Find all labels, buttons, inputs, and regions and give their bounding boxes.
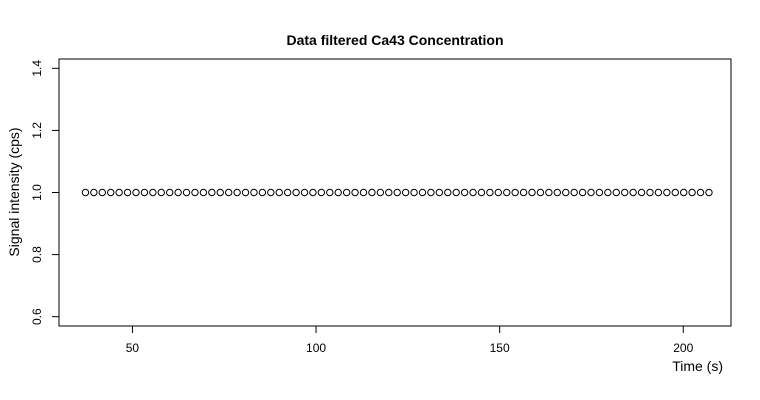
- data-point: [300, 188, 309, 197]
- y-tick-label: 1.4: [30, 60, 44, 77]
- data-point: [317, 188, 326, 197]
- x-axis: 50 100 150 200: [126, 325, 694, 355]
- data-point: [283, 188, 292, 197]
- x-tick-label: 50: [126, 341, 140, 355]
- data-point: [427, 188, 435, 197]
- data-point: [267, 188, 275, 197]
- data-point: [553, 188, 561, 197]
- data-point: [199, 188, 208, 197]
- data-point: [570, 188, 578, 197]
- data-point: [174, 188, 182, 197]
- data-point: [545, 188, 553, 197]
- data-point: [157, 188, 165, 197]
- y-tick-label: 0.8: [30, 246, 44, 263]
- data-point: [536, 188, 545, 197]
- data-point: [646, 188, 654, 197]
- data-point: [241, 188, 250, 197]
- data-point: [216, 188, 224, 197]
- data-point: [224, 188, 233, 197]
- data-point: [115, 188, 123, 197]
- data-point: [351, 188, 359, 197]
- data-point: [469, 188, 477, 197]
- y-tick-label: 1.2: [30, 122, 44, 139]
- data-point: [621, 188, 629, 197]
- data-point: [258, 188, 267, 197]
- data-point: [503, 188, 511, 197]
- data-point: [460, 188, 469, 197]
- data-point: [401, 188, 410, 197]
- data-point: [452, 188, 460, 197]
- data-point: [528, 188, 536, 197]
- data-point: [519, 188, 528, 197]
- data-point: [587, 188, 595, 197]
- data-point: [494, 188, 503, 197]
- data-point: [511, 188, 519, 197]
- y-axis: 0.6 0.8 1.0 1.2 1.4: [30, 60, 60, 325]
- x-tick-label: 200: [673, 341, 693, 355]
- data-point: [90, 188, 98, 197]
- data-point: [98, 188, 106, 197]
- x-tick-label: 150: [490, 341, 510, 355]
- data-point: [595, 188, 604, 197]
- data-point: [688, 188, 696, 197]
- data-point: [208, 188, 216, 197]
- x-tick-label: 100: [306, 341, 326, 355]
- data-point: [435, 188, 444, 197]
- data-point: [671, 188, 679, 197]
- data-point: [477, 188, 486, 197]
- data-point: [444, 188, 452, 197]
- data-point: [368, 188, 376, 197]
- data-point: [654, 188, 663, 197]
- y-tick-label: 1.0: [30, 184, 44, 201]
- data-point: [663, 188, 671, 197]
- data-point: [385, 188, 393, 197]
- data-point: [578, 188, 587, 197]
- data-point: [486, 188, 494, 197]
- data-point: [107, 188, 115, 197]
- data-point: [562, 188, 570, 197]
- data-point: [679, 188, 688, 197]
- data-point: [233, 188, 241, 197]
- data-point: [182, 188, 191, 197]
- y-axis-label: Signal intensity (cps): [6, 127, 22, 256]
- data-point: [376, 188, 385, 197]
- data-point: [123, 188, 132, 197]
- data-point: [612, 188, 620, 197]
- data-point: [705, 188, 713, 197]
- data-point: [418, 188, 427, 197]
- data-point: [292, 188, 300, 197]
- chart-title: Data filtered Ca43 Concentration: [286, 32, 503, 48]
- data-point: [629, 188, 637, 197]
- data-point: [604, 188, 612, 197]
- data-point: [637, 188, 646, 197]
- data-point: [81, 188, 90, 197]
- data-point: [165, 188, 174, 197]
- data-point: [275, 188, 283, 197]
- y-tick-label: 0.6: [30, 308, 44, 325]
- data-point: [132, 188, 140, 197]
- data-point: [149, 188, 157, 197]
- data-point: [342, 188, 351, 197]
- x-axis-label: Time (s): [672, 358, 723, 374]
- data-point: [326, 188, 334, 197]
- data-points: [81, 188, 713, 197]
- data-point: [250, 188, 258, 197]
- data-point: [696, 188, 705, 197]
- data-point: [410, 188, 418, 197]
- data-point: [359, 188, 368, 197]
- data-point: [140, 188, 149, 197]
- data-point: [191, 188, 199, 197]
- data-point: [334, 188, 342, 197]
- data-point: [309, 188, 317, 197]
- data-point: [393, 188, 401, 197]
